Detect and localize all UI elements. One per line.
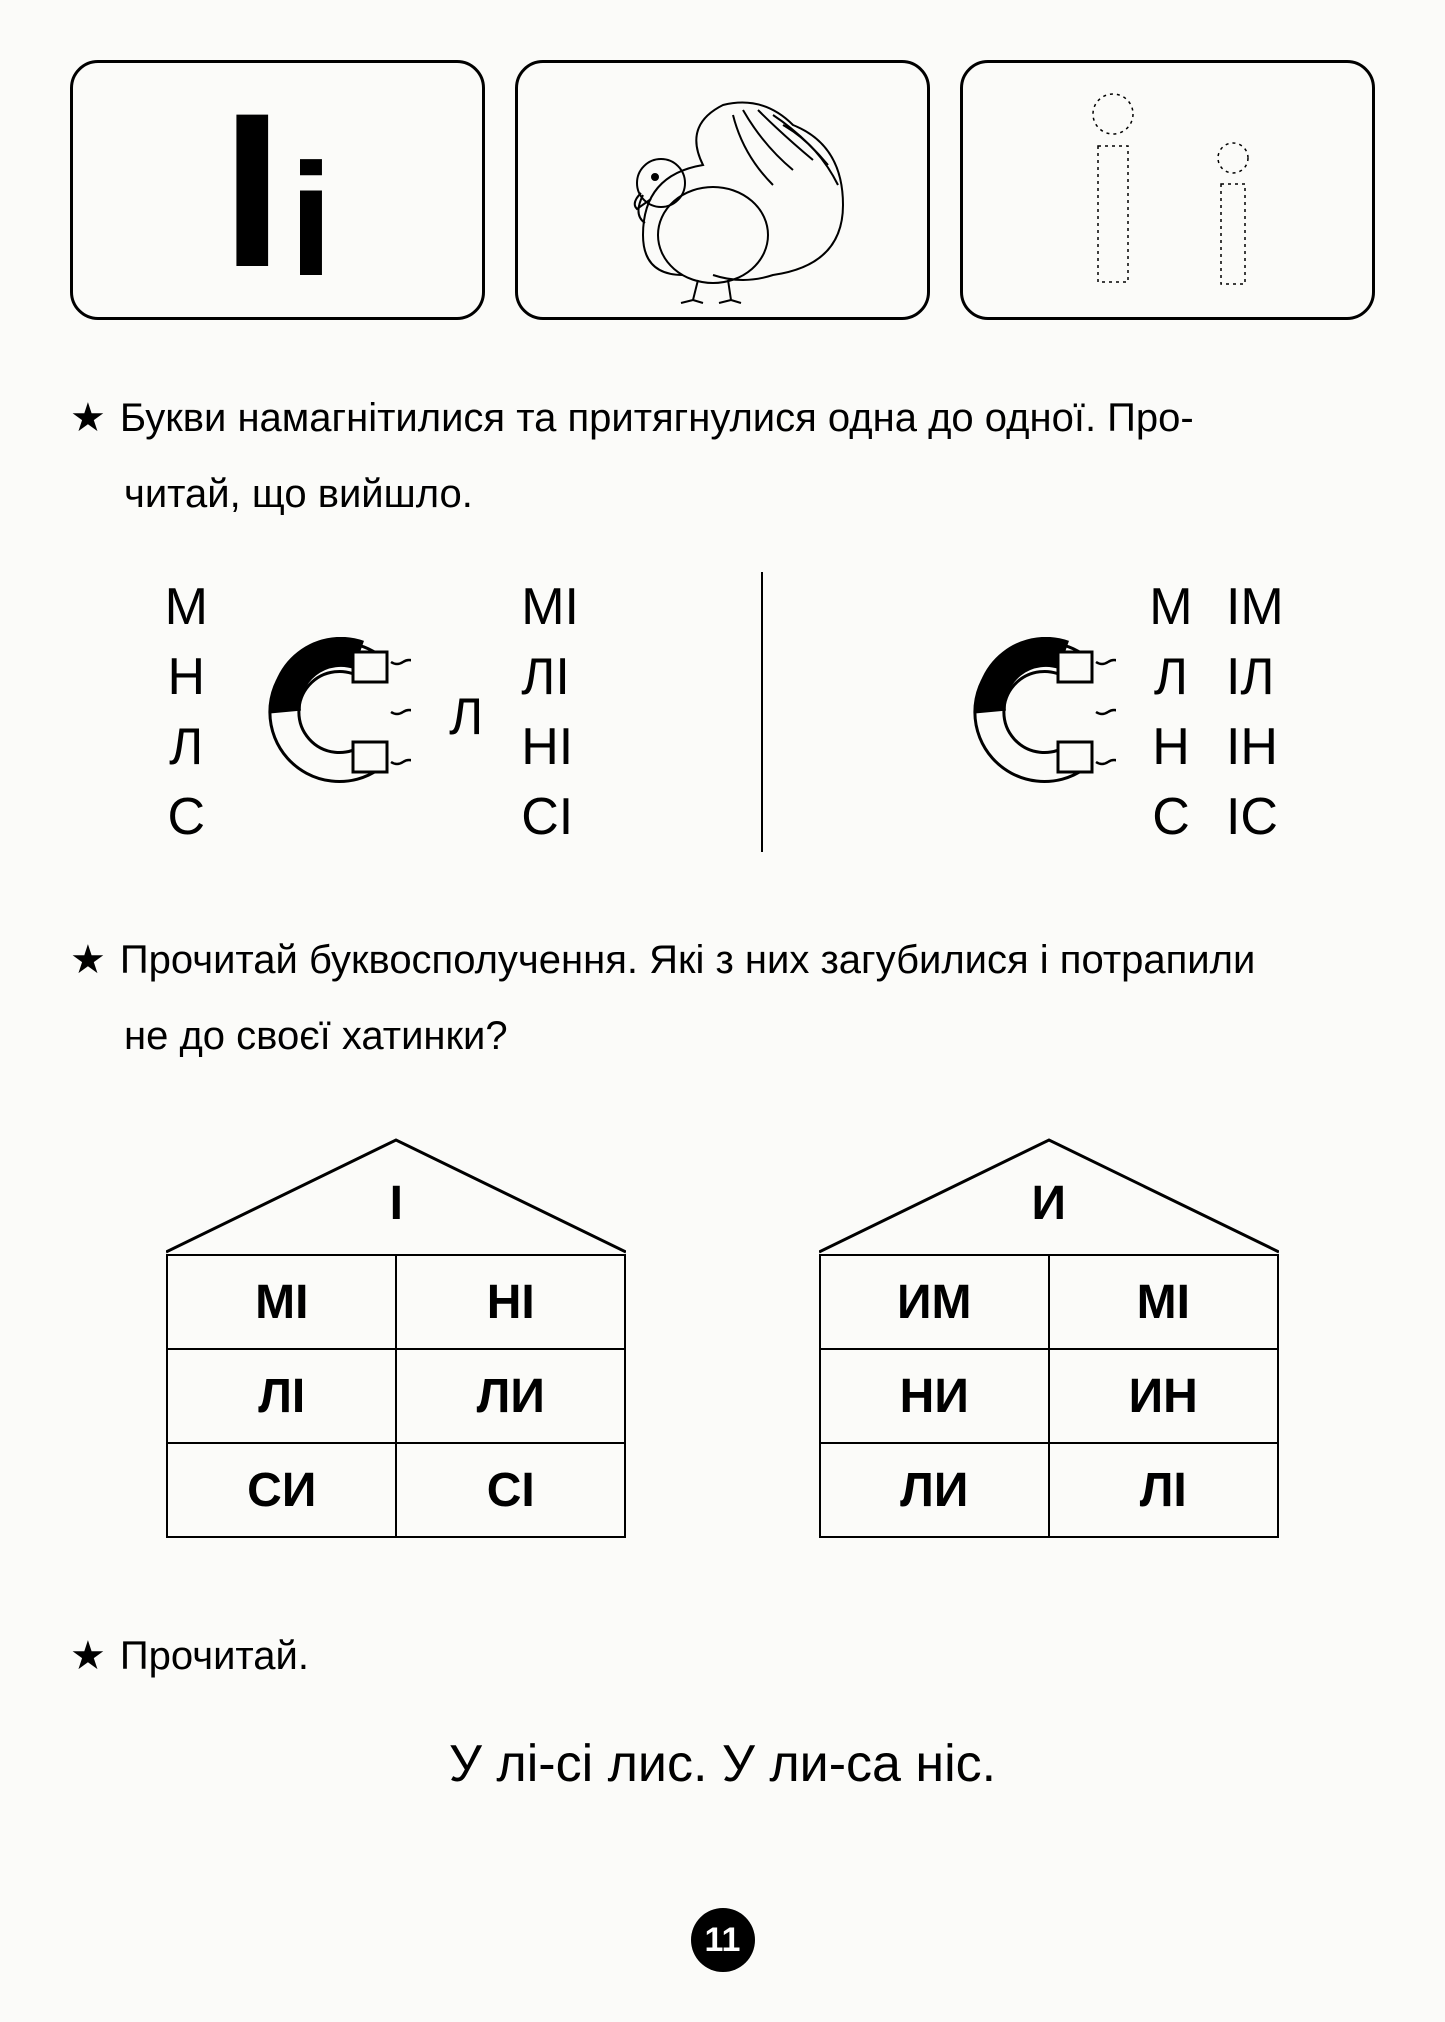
house1-roof-label: І — [166, 1176, 626, 1231]
cell: НІ — [396, 1255, 625, 1349]
letter: Л — [161, 717, 211, 777]
cell: МІ — [1049, 1255, 1278, 1349]
letter: М — [161, 577, 211, 637]
letter: М — [1146, 577, 1196, 637]
house1-roof: І — [166, 1134, 626, 1254]
task2-text-b: не до своєї хатинки? — [70, 998, 1375, 1074]
house-1: І МІНІ ЛІЛИ СИСІ — [166, 1134, 626, 1538]
cell: ИН — [1049, 1349, 1278, 1443]
trace-letters — [1048, 70, 1288, 310]
magnet-exercise: М Н Л С Л МІ — [70, 572, 1375, 852]
house-2: И ИММІ НИИН ЛИЛІ — [819, 1134, 1279, 1538]
letter-sample-box: І і — [70, 60, 485, 320]
task-3: ★ Прочитай. — [70, 1618, 1375, 1694]
left-letters-mid: Л — [441, 667, 491, 757]
syllable: МІ — [521, 577, 579, 637]
star-icon: ★ — [70, 1618, 106, 1694]
cell: ЛИ — [820, 1443, 1049, 1537]
letter: С — [161, 787, 211, 847]
house1-table: МІНІ ЛІЛИ СИСІ — [166, 1254, 626, 1538]
syllable: ІН — [1226, 717, 1284, 777]
syllable: НІ — [521, 717, 579, 777]
tracing-box — [960, 60, 1375, 320]
task1-text-a: Букви намагнітилися та притягнулися одна… — [120, 380, 1375, 456]
task1-text-b: читай, що вийшло. — [70, 456, 1375, 532]
page-number: 11 — [705, 1921, 741, 1960]
letter: Л — [441, 687, 491, 747]
star-icon: ★ — [70, 380, 106, 456]
magnet-icon — [946, 637, 1116, 787]
syllable: ІС — [1226, 787, 1284, 847]
house2-roof-label: И — [819, 1176, 1279, 1231]
cell: ЛІ — [167, 1349, 396, 1443]
syllable: ІМ — [1226, 577, 1284, 637]
houses-exercise: І МІНІ ЛІЛИ СИСІ И ИММІ НИИН ЛИЛІ — [70, 1134, 1375, 1538]
magnet-right-group: М Л Н С ІМ ІЛ ІН ІС — [946, 577, 1284, 847]
cell: СИ — [167, 1443, 396, 1537]
turkey-icon — [583, 75, 863, 305]
magnet-icon — [241, 637, 411, 787]
cell: ЛІ — [1049, 1443, 1278, 1537]
picture-box — [515, 60, 930, 320]
left-letters-in: М Н Л С — [161, 577, 211, 847]
reading-sentence: У лі-сі лис. У ли-са ніс. — [70, 1734, 1375, 1794]
task3-label: Прочитай. — [120, 1618, 1375, 1694]
magnet-left-group: М Н Л С Л МІ — [161, 577, 579, 847]
workbook-page: І і — [0, 0, 1445, 2022]
cell: ЛИ — [396, 1349, 625, 1443]
right-syllables: ІМ ІЛ ІН ІС — [1226, 577, 1284, 847]
task-1: ★ Букви намагнітилися та притягнулися од… — [70, 380, 1375, 532]
trace-lowercase-i-icon — [1198, 140, 1268, 290]
trace-capital-i-icon — [1068, 90, 1158, 290]
cell: ИМ — [820, 1255, 1049, 1349]
house2-roof: И — [819, 1134, 1279, 1254]
page-number-badge: 11 — [691, 1908, 755, 1972]
lowercase-letter: і — [289, 140, 333, 300]
task-2: ★ Прочитай буквосполучення. Які з них за… — [70, 922, 1375, 1074]
capital-letter: І — [222, 80, 283, 300]
syllable: ЛІ — [521, 647, 579, 707]
cell: СІ — [396, 1443, 625, 1537]
right-letters-mid: М Л Н С — [1146, 577, 1196, 847]
syllable: СІ — [521, 787, 579, 847]
house2-table: ИММІ НИИН ЛИЛІ — [819, 1254, 1279, 1538]
header-row: І і — [70, 60, 1375, 320]
left-syllables: МІ ЛІ НІ СІ — [521, 577, 579, 847]
letter: Л — [1146, 647, 1196, 707]
letter-pair: І і — [222, 80, 334, 300]
task2-text-a: Прочитай буквосполучення. Які з них загу… — [120, 922, 1375, 998]
vertical-divider — [761, 572, 763, 852]
syllable: ІЛ — [1226, 647, 1284, 707]
cell: МІ — [167, 1255, 396, 1349]
letter: Н — [1146, 717, 1196, 777]
star-icon: ★ — [70, 922, 106, 998]
letter: С — [1146, 787, 1196, 847]
letter: Н — [161, 647, 211, 707]
cell: НИ — [820, 1349, 1049, 1443]
